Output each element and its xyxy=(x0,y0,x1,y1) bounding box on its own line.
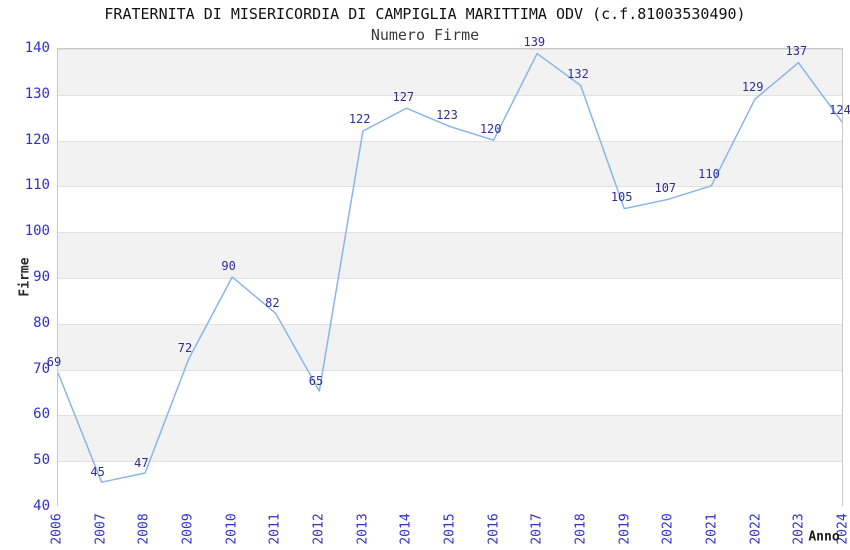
y-axis-title: Firme xyxy=(17,257,33,297)
data-label: 105 xyxy=(610,190,633,205)
data-label: 69 xyxy=(46,355,62,370)
grid-band xyxy=(58,49,842,95)
plot-area xyxy=(57,48,843,507)
y-tick-label: 120 xyxy=(24,131,50,148)
data-label: 122 xyxy=(348,112,371,127)
data-label: 127 xyxy=(392,89,415,104)
data-label: 139 xyxy=(523,34,546,49)
y-tick-label: 100 xyxy=(24,223,50,240)
data-label: 107 xyxy=(654,181,677,196)
chart-title: FRATERNITA DI MISERICORDIA DI CAMPIGLIA … xyxy=(104,5,746,23)
y-tick-label: 110 xyxy=(24,177,50,194)
data-label: 132 xyxy=(567,66,589,81)
grid-band xyxy=(58,278,842,324)
x-tick-label: 2023 xyxy=(791,513,807,545)
x-tick-label: 2006 xyxy=(49,513,65,545)
data-label: 110 xyxy=(698,167,720,182)
data-label: 82 xyxy=(265,295,280,310)
data-label: 120 xyxy=(479,121,502,136)
grid-band xyxy=(58,415,842,462)
grid-band xyxy=(58,232,842,278)
line-series xyxy=(58,52,842,483)
x-tick-label: 2010 xyxy=(224,513,240,545)
y-tick-label: 60 xyxy=(33,406,50,423)
data-label: 137 xyxy=(785,43,808,58)
data-label: 123 xyxy=(436,107,458,122)
x-tick-label: 2011 xyxy=(267,513,283,545)
data-label: 90 xyxy=(221,259,236,273)
data-label: 72 xyxy=(177,341,193,356)
grid-band xyxy=(58,140,842,187)
y-tick-label: 80 xyxy=(33,314,50,331)
y-tick-label: 140 xyxy=(24,40,50,56)
line-series-svg xyxy=(58,52,842,483)
y-tick-label: 40 xyxy=(33,498,50,514)
x-axis-title: Anno xyxy=(808,529,840,545)
grid-band xyxy=(58,186,842,233)
x-tick-label: 2022 xyxy=(748,513,764,545)
data-label: 65 xyxy=(308,373,324,388)
y-tick-label: 90 xyxy=(33,269,50,285)
x-tick-label: 2012 xyxy=(311,513,327,545)
x-tick-label: 2014 xyxy=(398,513,414,545)
data-label: 124 xyxy=(829,103,850,118)
grid-band xyxy=(58,323,842,370)
y-tick-label: 130 xyxy=(24,85,50,102)
grid-band xyxy=(58,369,842,416)
data-label: 47 xyxy=(134,455,149,470)
x-tick-label: 2013 xyxy=(355,513,371,545)
x-tick-label: 2008 xyxy=(136,513,152,545)
x-tick-label: 2007 xyxy=(93,513,109,545)
x-tick-label: 2021 xyxy=(704,513,720,545)
x-tick-label: 2020 xyxy=(660,513,676,545)
x-tick-label: 2016 xyxy=(486,513,502,545)
data-label: 45 xyxy=(90,465,105,480)
chart-subtitle: Numero Firme xyxy=(370,26,480,44)
x-tick-label: 2019 xyxy=(617,513,633,545)
x-tick-label: 2015 xyxy=(442,513,458,545)
y-tick-label: 50 xyxy=(33,452,50,469)
x-tick-label: 2018 xyxy=(573,513,589,545)
grid-band xyxy=(58,461,842,507)
y-tick-label: 70 xyxy=(33,360,50,377)
grid-band xyxy=(58,94,842,141)
x-tick-label: 2017 xyxy=(529,513,545,545)
x-tick-label: 2009 xyxy=(180,513,196,545)
data-label: 129 xyxy=(741,80,764,95)
